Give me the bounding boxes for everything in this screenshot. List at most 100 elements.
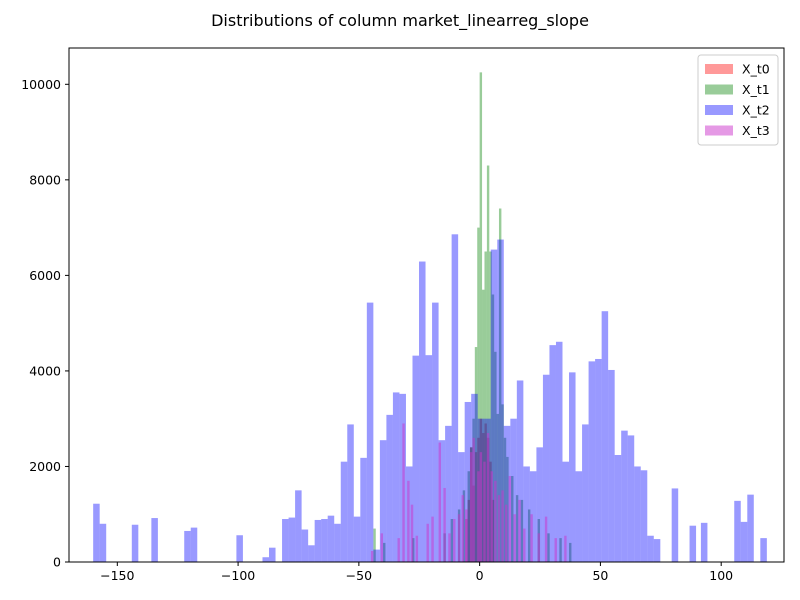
bar-X_t2-0 xyxy=(93,503,100,562)
bar-X_t1-29 xyxy=(547,533,550,562)
bar-X_t3-0 xyxy=(370,551,374,562)
bar-X_t2-21 xyxy=(360,457,367,562)
bar-X_t2-69 xyxy=(700,522,708,562)
bar-X_t3-4 xyxy=(407,480,410,562)
bar-X_t2-54 xyxy=(575,471,583,562)
plot-area xyxy=(69,48,784,562)
bar-X_t1-13 xyxy=(482,289,485,562)
bar-X_t2-47 xyxy=(529,471,537,562)
bar-X_t1-11 xyxy=(477,227,480,563)
axes-layer: −150 −100 −50 0 50 100 0 2000 4000 6000 8000 10000 xyxy=(21,47,785,583)
bar-X_t2-7 xyxy=(262,557,269,562)
bar-X_t3-22 xyxy=(490,471,493,562)
bar-X_t1-4 xyxy=(450,519,454,562)
legend-box xyxy=(697,54,779,146)
bar-X_t0-4 xyxy=(474,452,478,562)
bar-X_t2-37 xyxy=(464,401,472,562)
y-tick-label: 6000 xyxy=(29,268,61,283)
chart-title: Distributions of column market_linearreg… xyxy=(211,11,589,31)
y-tick-label: 4000 xyxy=(29,363,61,378)
bar-X_t3-31 xyxy=(530,514,533,562)
bar-X_t3-30 xyxy=(523,528,526,562)
bar-X_t2-22 xyxy=(366,302,374,562)
bar-X_t1-12 xyxy=(479,72,483,563)
bar-X_t2-11 xyxy=(295,490,302,562)
bar-X_t2-65 xyxy=(647,535,654,562)
bar-X_t3-21 xyxy=(486,433,490,562)
bar-X_t1-16 xyxy=(489,251,492,562)
bar-X_t2-33 xyxy=(438,440,446,562)
bar-X_t2-32 xyxy=(432,302,439,562)
bar-X_t2-25 xyxy=(386,414,393,562)
bar-X_t3-5 xyxy=(410,504,414,562)
bar-X_t2-2 xyxy=(131,524,139,562)
bar-X_t1-21 xyxy=(501,404,504,562)
bar-X_t1-20 xyxy=(498,208,502,562)
bar-X_t1-1 xyxy=(383,542,386,562)
bar-X_t2-44 xyxy=(510,418,517,562)
y-tick-label: 0 xyxy=(53,555,61,570)
bar-X_t2-4 xyxy=(184,530,191,562)
bar-X_t2-36 xyxy=(458,452,465,562)
bar-X_t1-18 xyxy=(494,351,497,562)
y-tick-label: 10000 xyxy=(21,77,61,92)
legend-label-X_t2: X_t2 xyxy=(742,103,770,118)
bar-X_t3-24 xyxy=(497,495,501,562)
bar-X_t2-13 xyxy=(308,545,315,562)
bar-X_t1-10 xyxy=(474,347,478,562)
bar-X_t3-27 xyxy=(508,476,512,562)
bar-X_t3-23 xyxy=(494,480,497,562)
bar-X_t2-55 xyxy=(582,424,589,562)
bar-X_t2-51 xyxy=(555,341,563,562)
bar-X_t3-34 xyxy=(554,538,557,562)
bar-X_t1-30 xyxy=(559,538,562,562)
bar-X_t2-23 xyxy=(373,549,380,562)
series-X_t3 xyxy=(370,423,567,562)
bar-X_t3-14 xyxy=(461,495,464,562)
bar-X_t3-29 xyxy=(518,499,521,562)
legend-label-X_t0: X_t0 xyxy=(742,62,770,77)
bar-X_t2-62 xyxy=(627,435,635,562)
bar-X_t3-10 xyxy=(443,487,446,562)
bar-X_t2-49 xyxy=(542,374,550,562)
bar-X_t3-32 xyxy=(537,533,541,562)
bar-X_t2-42 xyxy=(497,239,504,562)
bar-X_t2-14 xyxy=(314,519,322,562)
bar-X_t2-24 xyxy=(379,440,387,562)
bar-X_t2-52 xyxy=(562,461,570,562)
bar-X_t2-67 xyxy=(671,488,679,562)
bar-X_t1-17 xyxy=(491,294,495,562)
bar-X_t2-70 xyxy=(734,500,741,562)
bar-X_t2-50 xyxy=(549,345,556,562)
bar-X_t2-46 xyxy=(523,466,530,562)
bar-X_t2-58 xyxy=(601,311,609,562)
bar-X_t2-20 xyxy=(353,516,361,562)
bar-X_t0-1 xyxy=(467,499,470,562)
legend-swatch-X_t2 xyxy=(705,105,733,115)
bar-X_t3-25 xyxy=(501,490,504,562)
bar-X_t1-0 xyxy=(373,528,376,562)
x-tick-label: 50 xyxy=(592,568,608,583)
legend-swatch-X_t3 xyxy=(705,125,733,136)
bar-X_t2-3 xyxy=(151,518,158,562)
bar-X_t3-2 xyxy=(397,538,400,562)
bar-X_t3-9 xyxy=(438,442,441,562)
bar-X_t2-12 xyxy=(301,529,309,562)
bar-X_t3-33 xyxy=(544,516,548,562)
bar-X_t3-20 xyxy=(483,461,486,562)
x-tick-label: −150 xyxy=(100,568,134,583)
bar-X_t3-18 xyxy=(477,471,480,562)
bar-X_t2-63 xyxy=(634,466,641,562)
bar-X_t2-61 xyxy=(621,430,628,562)
bar-X_t3-8 xyxy=(431,516,434,562)
bar-X_t2-35 xyxy=(451,234,459,563)
bar-X_t2-60 xyxy=(614,455,622,562)
bar-X_t2-66 xyxy=(653,539,661,562)
bar-X_t2-6 xyxy=(236,535,243,562)
bar-X_t3-17 xyxy=(472,437,475,562)
bar-X_t2-34 xyxy=(445,425,452,562)
legend-swatch-X_t0 xyxy=(705,64,733,74)
bar-X_t2-30 xyxy=(419,261,426,562)
bar-X_t2-59 xyxy=(608,369,615,562)
